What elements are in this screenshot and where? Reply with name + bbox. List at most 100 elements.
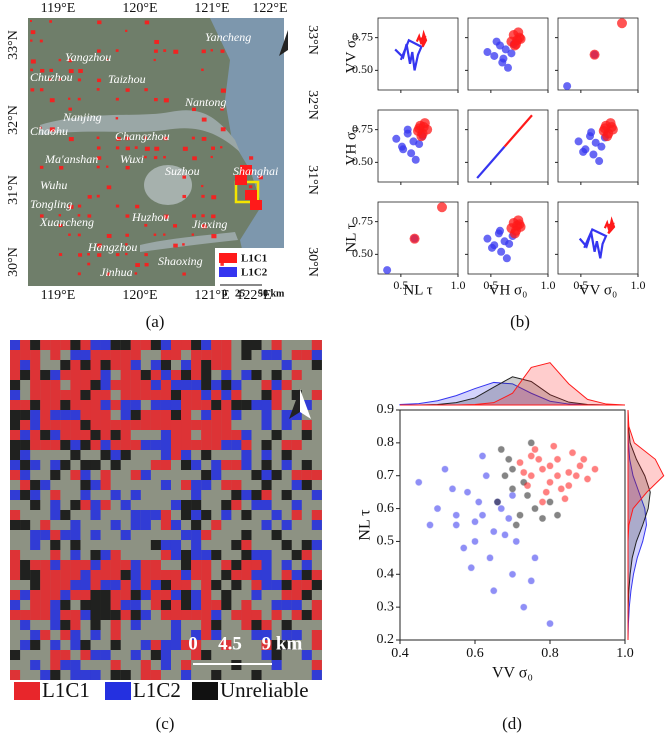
grid-cell: [150, 540, 161, 550]
grid-cell: [150, 650, 161, 660]
grid-cell: [60, 370, 71, 380]
grid-cell: [271, 660, 282, 670]
grid-cell: [130, 440, 141, 450]
grid-cell: [150, 590, 161, 600]
grid-cell: [150, 560, 161, 570]
grid-cell: [40, 610, 51, 620]
grid-cell: [50, 610, 61, 620]
grid-cell: [241, 570, 252, 580]
grid-cell: [60, 420, 71, 430]
grid-cell: [90, 350, 101, 360]
urban-patch: [192, 107, 196, 112]
grid-cell: [251, 610, 262, 620]
grid-cell: [160, 570, 171, 580]
point: [501, 531, 509, 539]
point: [595, 157, 604, 166]
grid-cell: [201, 530, 212, 540]
grid-cell: [130, 600, 141, 610]
point: [565, 468, 573, 477]
diagonal-line: [476, 145, 506, 179]
grid-cell: [10, 370, 21, 380]
grid-cell: [241, 600, 252, 610]
grid-cell: [211, 430, 222, 440]
grid-cell: [170, 580, 182, 590]
grid-cell: [311, 520, 322, 530]
grid-cell: [20, 480, 31, 490]
city-label: Taizhou: [108, 72, 146, 86]
grid-cell: [311, 610, 322, 620]
grid-cell: [231, 560, 242, 570]
grid-cell: [191, 440, 202, 450]
urban-patch: [68, 69, 74, 74]
grid-cell: [150, 510, 161, 520]
grid-cell: [241, 450, 252, 460]
grid-cell: [20, 350, 31, 360]
city-label: Yancheng: [205, 30, 251, 44]
grid-cell: [80, 380, 91, 390]
grid-cell: [181, 590, 192, 600]
grid-cell: [271, 390, 282, 400]
grid-cell: [221, 500, 232, 510]
grid-cell: [181, 510, 192, 520]
density-curve: [627, 409, 665, 640]
grid-cell: [261, 580, 272, 590]
grid-cell: [160, 600, 171, 610]
urban-patch: [39, 165, 44, 169]
x-tick-label: 1.0: [541, 278, 556, 292]
point: [411, 155, 420, 164]
grid-cell: [170, 630, 182, 640]
point: [383, 266, 392, 275]
grid-cell: [281, 640, 292, 650]
grid-cell: [291, 630, 302, 640]
grid-cell: [311, 600, 322, 610]
grid-cell: [40, 560, 51, 570]
grid-cell: [40, 600, 51, 610]
grid-cell: [50, 440, 61, 450]
subplot-frame: [467, 109, 549, 183]
grid-cell: [90, 370, 101, 380]
y-tick-label: 0.8: [377, 435, 395, 450]
grid-cell: [140, 560, 151, 570]
grid-cell: [130, 650, 141, 660]
grid-cell: [70, 630, 81, 640]
grid-cell: [50, 550, 61, 560]
x-tick-label: 0.5: [483, 278, 498, 292]
caption: (d): [502, 714, 522, 733]
point: [505, 514, 513, 523]
grid-cell: [191, 650, 202, 660]
urban-patch: [191, 233, 195, 236]
grid-cell: [281, 540, 292, 550]
grid-cell: [170, 500, 182, 510]
grid-cell: [50, 620, 61, 630]
grid-cell: [70, 450, 81, 460]
urban-patch: [106, 185, 112, 190]
x-axis-label: VV σ₀: [579, 282, 617, 298]
grid-cell: [60, 570, 71, 580]
point: [527, 439, 535, 447]
grid-cell: [20, 570, 31, 580]
grid-cell: [130, 570, 141, 580]
grid-cell: [191, 640, 202, 650]
grid-cell: [271, 640, 282, 650]
grid-cell: [291, 600, 302, 610]
grid-cell: [130, 340, 141, 350]
urban-patch: [30, 39, 33, 42]
grid-cell: [211, 380, 222, 390]
grid-cell: [10, 380, 21, 390]
point: [546, 462, 554, 470]
grid-cell: [30, 400, 41, 410]
grid-cell: [20, 640, 31, 650]
urban-patch: [220, 107, 224, 111]
grid-cell: [70, 420, 81, 430]
grid-cell: [251, 340, 262, 350]
grid-cell: [211, 400, 222, 410]
grid-cell: [80, 420, 91, 430]
grid-cell: [50, 570, 61, 580]
grid-cell: [251, 580, 262, 590]
grid-cell: [140, 380, 151, 390]
point: [508, 485, 517, 493]
grid-cell: [50, 670, 61, 680]
urban-patch: [144, 223, 148, 227]
urban-patch: [211, 195, 217, 200]
grid-cell: [301, 570, 312, 580]
